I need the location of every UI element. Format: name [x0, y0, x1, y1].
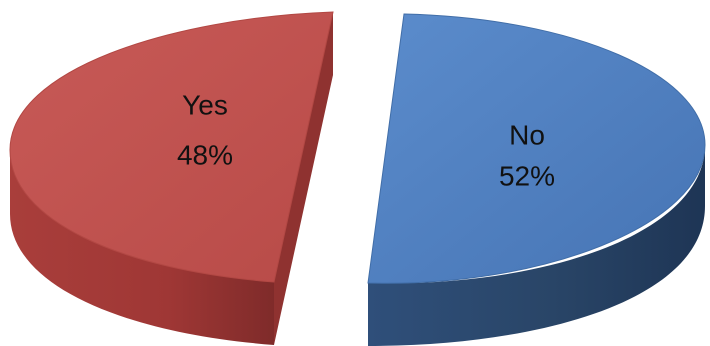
slice-label-yes-value: 48% [177, 139, 233, 170]
pie-slice-yes [9, 11, 334, 283]
slice-label-yes-category: Yes [182, 89, 228, 120]
pie-slice-yes-side-inner [274, 12, 333, 345]
pie-slice-no-side-outer [368, 145, 705, 346]
pie-slice-no [367, 13, 706, 284]
slice-label-no-value: 52% [499, 160, 555, 191]
slice-label-no-category: No [509, 119, 545, 150]
pie-slice-yes-side-outer [10, 150, 274, 345]
